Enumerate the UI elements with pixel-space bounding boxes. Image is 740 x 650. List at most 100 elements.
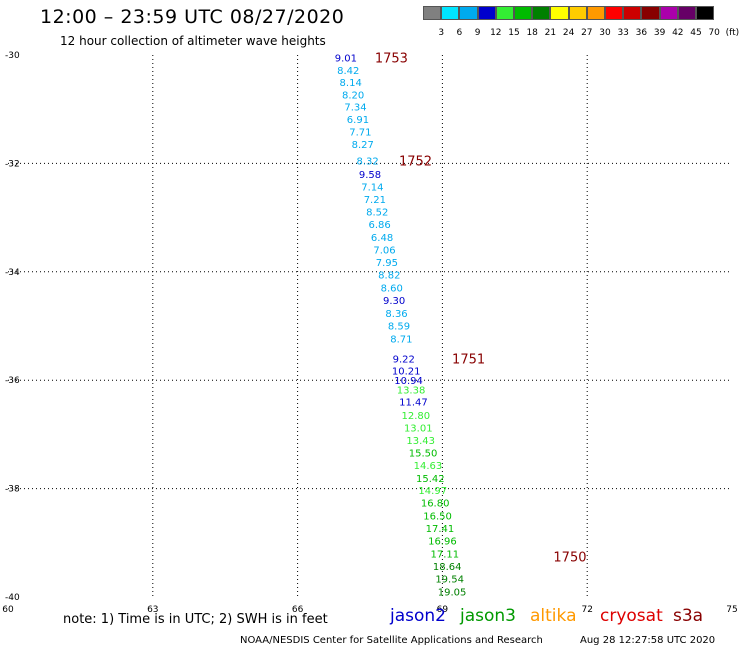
colorbar-swatch bbox=[441, 6, 460, 20]
orbit-number-label: 1751 bbox=[452, 353, 485, 368]
wave-height-value: 16.80 bbox=[421, 499, 450, 510]
wave-height-value: 8.27 bbox=[352, 140, 374, 151]
x-tick-label: 63 bbox=[147, 605, 158, 615]
colorbar-swatch bbox=[514, 6, 533, 20]
wave-height-value: 16.50 bbox=[423, 512, 452, 523]
colorbar-label: 21 bbox=[544, 28, 557, 38]
wave-height-value: 19.05 bbox=[438, 588, 467, 599]
colorbar-label: 36 bbox=[635, 28, 648, 38]
y-tick-label: -32 bbox=[5, 159, 20, 169]
wave-height-value: 8.60 bbox=[381, 284, 403, 295]
wave-height-value: 8.14 bbox=[340, 78, 362, 89]
page-subtitle: 12 hour collection of altimeter wave hei… bbox=[60, 34, 326, 48]
wave-height-value: 6.91 bbox=[347, 115, 369, 126]
wave-height-value: 9.22 bbox=[393, 355, 415, 366]
wave-height-value: 8.52 bbox=[366, 208, 388, 219]
legend-entry-altika: altika bbox=[530, 606, 577, 626]
wave-height-value: 13.01 bbox=[404, 423, 433, 434]
wave-height-value: 14.97 bbox=[418, 486, 447, 497]
page-title: 12:00 – 23:59 UTC 08/27/2020 bbox=[40, 6, 345, 28]
wave-height-value: 10.94 bbox=[394, 376, 423, 387]
colorbar-swatch bbox=[696, 6, 715, 20]
colorbar-label: 12 bbox=[490, 28, 502, 38]
x-tick-label: 66 bbox=[292, 605, 304, 615]
wave-height-value: 8.59 bbox=[388, 321, 410, 332]
wave-height-value: 7.71 bbox=[349, 127, 371, 138]
wave-height-value: 15.50 bbox=[409, 448, 438, 459]
colorbar-swatch bbox=[532, 6, 551, 20]
wave-height-value: 7.14 bbox=[361, 183, 383, 194]
orbit-number-label: 1752 bbox=[399, 155, 432, 170]
legend-entry-s3a: s3a bbox=[673, 606, 704, 626]
wave-height-value: 8.71 bbox=[390, 334, 412, 345]
wave-height-value: 10.21 bbox=[392, 366, 421, 377]
wave-height-value: 13.38 bbox=[397, 385, 426, 396]
wave-height-value: 7.95 bbox=[376, 258, 398, 269]
wave-height-value: 13.43 bbox=[406, 436, 435, 447]
wave-height-value: 18.64 bbox=[433, 562, 462, 573]
colorbar-label: 30 bbox=[599, 28, 611, 38]
colorbar-swatch bbox=[459, 6, 478, 20]
colorbar-swatch bbox=[605, 6, 624, 20]
y-tick-label: -36 bbox=[5, 376, 20, 386]
wave-height-value: 12.80 bbox=[402, 411, 431, 422]
colorbar-label: (ft) bbox=[725, 28, 740, 38]
colorbar-label: 42 bbox=[672, 28, 684, 38]
x-tick-label: 72 bbox=[581, 605, 592, 615]
wave-height-value: 8.82 bbox=[378, 271, 400, 282]
wave-height-value: 7.21 bbox=[364, 195, 386, 206]
credit-text: NOAA/NESDIS Center for Satellite Applica… bbox=[240, 635, 543, 646]
wave-height-value: 6.48 bbox=[371, 233, 393, 244]
wave-height-value: 8.32 bbox=[356, 157, 378, 168]
timestamp-text: Aug 28 12:27:58 UTC 2020 bbox=[580, 635, 716, 646]
colorbar-label: 18 bbox=[526, 28, 538, 38]
wave-height-value: 14.63 bbox=[414, 461, 443, 472]
colorbar-swatch bbox=[495, 6, 514, 20]
colorbar-swatch bbox=[550, 6, 569, 20]
colorbar-label: 33 bbox=[617, 28, 629, 38]
colorbar-swatch bbox=[423, 6, 442, 20]
orbit-number-label: 1753 bbox=[375, 52, 408, 67]
wave-height-value: 9.58 bbox=[359, 170, 381, 181]
colorbar-label: 3 bbox=[438, 28, 445, 38]
wave-height-value: 9.01 bbox=[335, 54, 357, 65]
legend-entry-jason2: jason2 bbox=[390, 606, 446, 626]
wave-height-value: 7.34 bbox=[344, 102, 366, 113]
wave-height-value: 8.20 bbox=[342, 91, 364, 102]
units-note: note: 1) Time is in UTC; 2) SWH is in fe… bbox=[63, 612, 328, 627]
y-tick-label: -40 bbox=[5, 593, 20, 603]
y-tick-label: -30 bbox=[5, 51, 20, 61]
x-tick-label: 60 bbox=[2, 605, 14, 615]
colorbar-label: 15 bbox=[508, 28, 520, 38]
colorbar-swatch bbox=[623, 6, 642, 20]
wave-height-value: 17.41 bbox=[426, 524, 455, 535]
colorbar-swatch bbox=[568, 6, 587, 20]
wave-height-value: 11.47 bbox=[399, 397, 428, 408]
orbit-number-label: 1750 bbox=[553, 550, 586, 565]
wave-height-value: 16.96 bbox=[428, 537, 457, 548]
wave-height-value: 7.06 bbox=[373, 246, 395, 257]
colorbar-swatch bbox=[586, 6, 605, 20]
wave-height-value: 17.11 bbox=[430, 550, 459, 561]
wave-height-value: 15.42 bbox=[416, 474, 445, 485]
legend-entry-cryosat: cryosat bbox=[600, 606, 663, 626]
colorbar-label: 6 bbox=[456, 28, 463, 38]
wave-height-value: 9.30 bbox=[383, 296, 405, 307]
legend-entry-jason3: jason3 bbox=[460, 606, 516, 626]
colorbar-label: 39 bbox=[653, 28, 666, 38]
wave-height-value: 6.86 bbox=[369, 220, 391, 231]
y-tick-label: -38 bbox=[5, 485, 20, 495]
x-tick-label: 75 bbox=[726, 605, 737, 615]
colorbar-swatch bbox=[659, 6, 678, 20]
colorbar-swatch bbox=[477, 6, 496, 20]
colorbar-label: 70 bbox=[708, 28, 720, 38]
colorbar-swatch bbox=[641, 6, 660, 20]
wave-height-value: 8.36 bbox=[385, 309, 407, 320]
wave-height-value: 19.54 bbox=[435, 575, 464, 586]
colorbar-swatch bbox=[677, 6, 696, 20]
wave-height-value: 8.42 bbox=[337, 66, 359, 77]
y-tick-label: -34 bbox=[5, 268, 20, 278]
colorbar-label: 24 bbox=[562, 28, 575, 38]
colorbar-label: 45 bbox=[690, 28, 702, 38]
